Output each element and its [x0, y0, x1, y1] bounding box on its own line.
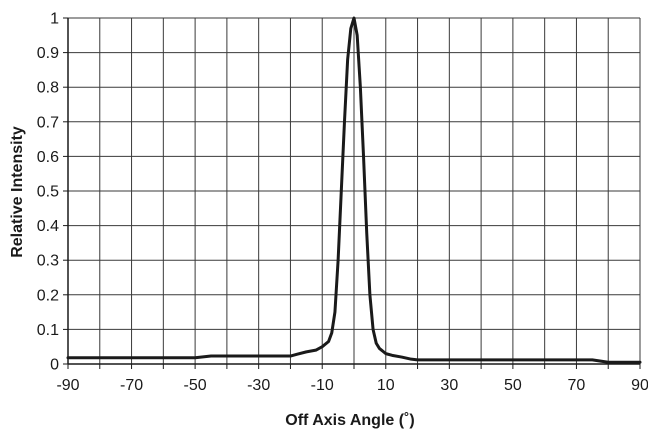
y-axis-title: Relative Intensity	[9, 126, 26, 258]
y-tick-label: 0.8	[37, 80, 59, 97]
series	[66, 16, 642, 364]
x-tick-label: 10	[377, 377, 395, 394]
x-tick-label: -90	[56, 377, 79, 394]
y-tick-label: 0	[50, 357, 59, 374]
y-tick-label: 0.4	[37, 218, 59, 235]
x-axis-title: Off Axis Angle (˚)	[285, 412, 414, 429]
x-tick-label: -10	[311, 377, 334, 394]
series-line	[66, 16, 642, 364]
y-tick-label: 1	[50, 11, 59, 28]
tick-labels: 0 0.1 0.2 0.3 0.4 0.5 0.6 0.7 0.8 0.9 1 -90 -70 -50 -3…	[37, 11, 648, 395]
x-tick-label: 50	[504, 377, 522, 394]
x-tick-label: 90	[631, 377, 648, 394]
y-tick-label: 0.6	[37, 149, 59, 166]
y-tick-label: 0.5	[37, 184, 59, 201]
grid-lines	[67, 17, 641, 365]
axes	[63, 17, 641, 369]
x-tick-label: 70	[568, 377, 586, 394]
y-tick-label: 0.3	[37, 253, 59, 270]
y-tick-label: 0.9	[37, 45, 59, 62]
x-tick-label: 30	[440, 377, 458, 394]
x-tick-label: -50	[184, 377, 207, 394]
y-tick-label: 0.2	[37, 287, 59, 304]
x-tick-label: -30	[247, 377, 270, 394]
y-tick-label: 0.1	[37, 322, 59, 339]
x-tick-label: -70	[120, 377, 143, 394]
y-tick-label: 0.7	[37, 114, 59, 131]
